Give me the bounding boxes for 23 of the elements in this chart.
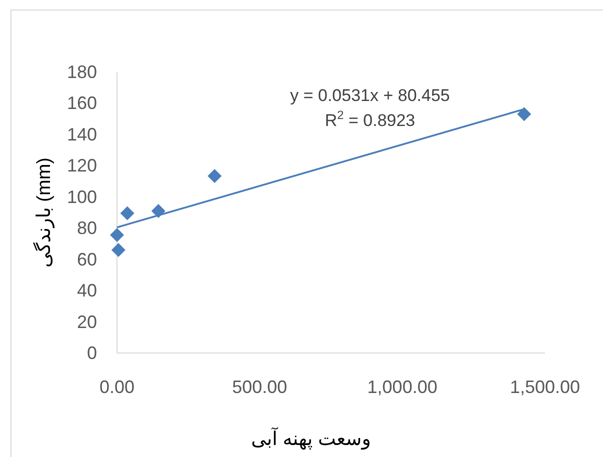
point [111, 242, 126, 257]
point [517, 107, 532, 122]
point [120, 206, 134, 220]
y-tick-label: 160 [66, 93, 97, 114]
y-tick-label: 40 [76, 280, 97, 301]
y-axis-title: بارندگی (mm) [32, 158, 55, 268]
x-axis-title: وسعت پهنه آبی [251, 427, 371, 450]
x-tick-label: 500.00 [232, 377, 288, 397]
y-tick-label: 120 [66, 156, 97, 176]
point [208, 168, 222, 183]
annotation: R$^{2}$ = 0.8923 [324, 108, 416, 130]
y-tick-label: 0 [86, 343, 97, 363]
x-tick-label: 0.00 [99, 377, 135, 397]
annotation: y = 0.0531x + 80.455 [290, 86, 450, 105]
x-tick-label: 1,000.00 [367, 377, 438, 397]
y-tick-label: 140 [66, 124, 97, 144]
point [110, 228, 124, 242]
y-tick-label: 80 [76, 218, 97, 238]
x-tick-label: 1,500.00 [510, 377, 580, 397]
y-tick-label: 180 [66, 62, 97, 82]
y-tick-label: 100 [66, 186, 97, 207]
y-tick-label: 60 [76, 249, 97, 270]
y-tick-label: 20 [76, 312, 97, 332]
